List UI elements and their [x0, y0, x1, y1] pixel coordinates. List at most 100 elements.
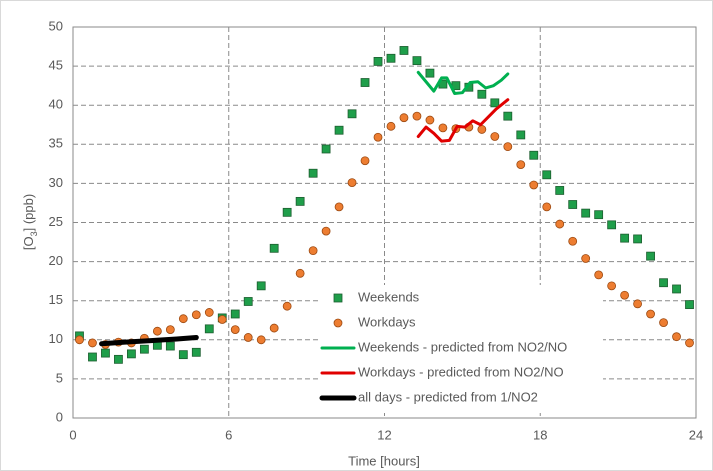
- square-marker: [672, 284, 681, 294]
- square-marker: [282, 207, 292, 217]
- square-marker: [334, 125, 344, 135]
- legend-box: [318, 285, 603, 413]
- circle-marker: [633, 299, 642, 309]
- square-marker: [490, 98, 500, 108]
- circle-marker: [347, 178, 357, 188]
- circle-marker: [477, 125, 487, 134]
- legend-label: Weekends: [358, 289, 420, 304]
- square-marker: [373, 57, 383, 66]
- square-marker: [308, 168, 318, 178]
- legend: Weekends Workdays Weekends - predicted fro…: [318, 285, 603, 413]
- circle-marker: [230, 325, 240, 335]
- y-tick-label: 50: [49, 18, 63, 33]
- square-marker: [295, 196, 305, 206]
- circle-marker: [646, 309, 655, 319]
- square-marker: [386, 53, 396, 63]
- square-marker: [230, 309, 240, 319]
- square-marker: [555, 186, 565, 195]
- legend-marker: [333, 293, 343, 303]
- square-marker: [256, 281, 266, 291]
- y-label-part: ] (ppb): [21, 194, 36, 232]
- circle-marker: [204, 308, 214, 317]
- x-tick-label: 24: [689, 427, 703, 442]
- square-marker: [321, 144, 331, 154]
- square-marker: [127, 349, 136, 359]
- square-marker: [114, 354, 123, 364]
- square-marker: [360, 78, 370, 87]
- legend-marker: [333, 318, 343, 328]
- y-tick-label: 15: [49, 292, 63, 307]
- circle-marker: [594, 270, 604, 280]
- square-marker: [412, 56, 422, 66]
- square-marker: [620, 233, 630, 243]
- circle-marker: [607, 281, 617, 291]
- square-marker: [542, 170, 552, 180]
- square-marker: [191, 347, 201, 357]
- circle-marker: [256, 335, 266, 345]
- square-marker: [477, 89, 487, 99]
- square-marker: [594, 210, 604, 220]
- square-marker: [347, 109, 357, 119]
- circle-marker: [503, 142, 513, 152]
- square-marker: [165, 341, 175, 351]
- circle-marker: [399, 113, 409, 123]
- circle-marker: [360, 156, 370, 166]
- circle-marker: [568, 236, 578, 246]
- circle-marker: [581, 254, 591, 263]
- y-tick-label: 45: [49, 58, 63, 73]
- circle-marker: [425, 115, 435, 125]
- x-tick-label: 0: [69, 427, 76, 442]
- circle-marker: [295, 268, 305, 278]
- x-tick-label: 12: [377, 427, 391, 442]
- y-tick-label: 5: [56, 370, 63, 385]
- circle-marker: [217, 315, 227, 324]
- plot-frame: [72, 26, 697, 419]
- y-label-sub: 3: [29, 231, 39, 236]
- square-marker: [529, 150, 539, 160]
- circle-marker: [529, 180, 539, 190]
- circle-marker: [88, 338, 97, 348]
- circle-marker: [412, 111, 422, 121]
- square-marker: [399, 46, 409, 55]
- square-marker: [101, 348, 110, 358]
- circle-marker: [685, 338, 694, 348]
- y-tick-label: 0: [56, 409, 63, 424]
- prediction-line: [416, 70, 510, 95]
- y-tick-label: 35: [49, 136, 63, 151]
- square-marker: [581, 208, 591, 218]
- prediction-line: [99, 334, 199, 347]
- circle-marker: [334, 202, 344, 212]
- circle-marker: [373, 132, 383, 142]
- x-axis-label: Time [hours]: [348, 453, 420, 468]
- circle-marker: [672, 332, 681, 342]
- circle-marker: [490, 132, 500, 141]
- x-tick-label: 18: [533, 427, 547, 442]
- circle-marker: [321, 226, 331, 236]
- square-marker: [88, 352, 97, 362]
- circle-marker: [152, 326, 162, 336]
- y-tick-label: 30: [49, 175, 63, 190]
- circle-marker: [308, 246, 318, 256]
- y-axis-label: [O3] (ppb): [21, 194, 39, 250]
- x-tick-label: 6: [225, 427, 232, 442]
- square-marker: [685, 300, 694, 310]
- legend-label: all days - predicted from 1/NO2: [358, 389, 538, 404]
- circle-marker: [282, 301, 292, 311]
- prediction-line: [416, 98, 510, 143]
- square-marker: [516, 130, 526, 140]
- square-marker: [178, 350, 188, 360]
- circle-marker: [75, 335, 84, 345]
- legend-label: Workdays: [358, 314, 416, 329]
- circle-marker: [191, 310, 201, 320]
- circle-marker: [178, 314, 188, 324]
- y-tick-label: 10: [49, 331, 63, 346]
- circle-marker: [555, 219, 565, 229]
- circle-marker: [516, 160, 526, 170]
- square-marker: [503, 111, 513, 121]
- y-tick-label: 40: [49, 97, 63, 112]
- square-marker: [607, 220, 617, 230]
- square-marker: [204, 324, 214, 334]
- square-marker: [633, 234, 642, 244]
- square-marker: [243, 297, 253, 306]
